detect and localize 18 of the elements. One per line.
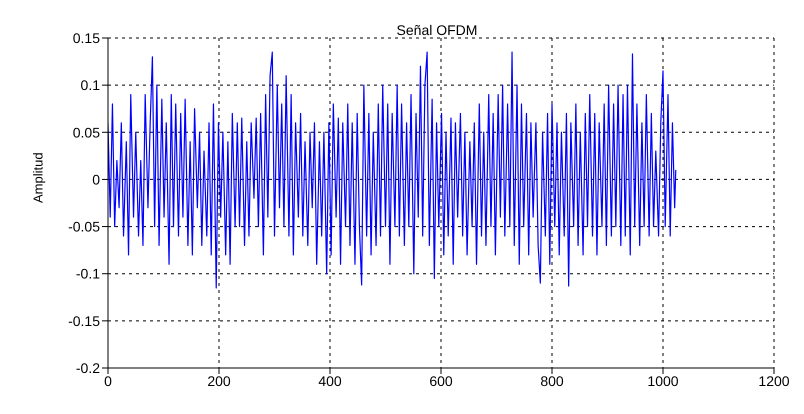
x-tick-label: 200 xyxy=(207,372,231,389)
x-tick-label: 0 xyxy=(104,372,112,389)
x-tick-label: 800 xyxy=(540,372,564,389)
y-tick-label: 0.15 xyxy=(72,30,100,46)
y-tick-label: 0 xyxy=(92,171,100,188)
y-tick-label: 0.05 xyxy=(72,124,100,140)
x-tick-label: 600 xyxy=(429,372,453,389)
x-tick-label: 400 xyxy=(318,372,342,389)
y-axis-title: Amplitud xyxy=(30,152,46,203)
line-series xyxy=(108,52,676,288)
y-tick-label: 0.1 xyxy=(80,77,100,94)
y-tick-label: -0.15 xyxy=(68,312,100,329)
y-tick-label: -0.2 xyxy=(76,360,100,376)
y-tick-label: -0.05 xyxy=(68,218,100,235)
y-tick-label: -0.1 xyxy=(76,266,100,282)
x-tick-label: 1000 xyxy=(647,372,679,389)
x-tick-label: 1200 xyxy=(758,372,790,389)
chart-title: Señal OFDM xyxy=(396,22,478,38)
